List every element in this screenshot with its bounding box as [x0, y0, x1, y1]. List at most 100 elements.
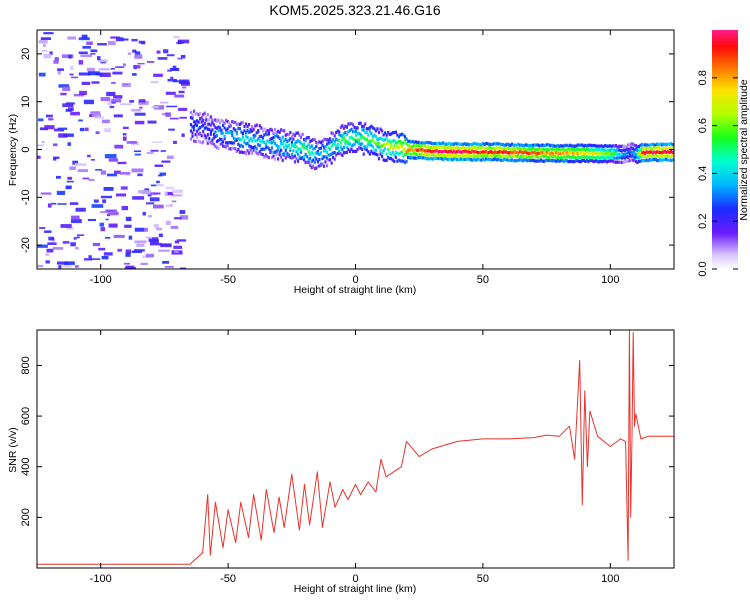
heatmap-cell-ridge	[388, 151, 391, 155]
heatmap-cell-ridge	[315, 157, 318, 161]
heatmap-cell-ridge	[241, 150, 245, 155]
heatmap-cell-ridge	[298, 133, 301, 137]
heatmap-cell-noise	[100, 211, 112, 214]
heatmap-cell-ridge	[617, 156, 621, 160]
heatmap-cell-noise	[72, 160, 79, 165]
heatmap-cell-ridge	[512, 147, 515, 151]
heatmap-cell-ridge	[391, 139, 394, 143]
snr-series-line	[37, 330, 674, 565]
heatmap-cell-ridge	[371, 151, 375, 155]
heatmap-cell-ridge	[640, 151, 644, 155]
heatmap-cell-ridge	[263, 133, 266, 137]
heatmap-cell-ridge	[231, 130, 234, 134]
heatmap-cell-ridge	[232, 120, 235, 124]
heatmap-cell-ridge	[362, 152, 365, 156]
heatmap-cell-ridge	[385, 142, 388, 146]
heatmap-cell-ridge	[261, 153, 264, 157]
heatmap-cell-ridge	[348, 129, 352, 133]
heatmap-cell-ridge	[358, 142, 361, 146]
heatmap-cell-noise	[70, 111, 80, 116]
heatmap-cell-ridge	[359, 135, 362, 139]
heatmap-cell-ridge	[309, 163, 312, 167]
heatmap-cell-ridge	[329, 153, 332, 157]
x-tick-label: 0	[352, 274, 358, 286]
heatmap-cell-ridge	[266, 145, 269, 149]
heatmap-cell-ridge	[570, 159, 573, 163]
heatmap-cell-noise	[99, 72, 111, 77]
x-tick-label: -50	[220, 274, 236, 286]
heatmap-cell-ridge	[627, 159, 630, 163]
heatmap-cell-ridge	[497, 142, 500, 146]
heatmap-cell-ridge	[590, 158, 593, 163]
heatmap-cell-ridge	[452, 157, 456, 161]
heatmap-cell-ridge	[426, 149, 430, 153]
heatmap-cell-ridge	[420, 152, 423, 156]
heatmap-cell-ridge	[440, 153, 443, 157]
heatmap-cell-ridge	[429, 149, 433, 153]
heatmap-cell-ridge	[249, 137, 252, 141]
heatmap-cell-ridge	[591, 148, 595, 152]
heatmap-cell-ridge	[420, 156, 423, 160]
heatmap-cell-ridge	[348, 149, 352, 154]
heatmap-cell-ridge	[437, 141, 440, 145]
heatmap-cell-ridge	[376, 127, 379, 131]
heatmap-cell-ridge	[220, 131, 223, 135]
heatmap-cell-ridge	[536, 147, 540, 152]
heatmap-cell-ridge	[657, 143, 660, 147]
heatmap-cell-ridge	[353, 130, 356, 134]
heatmap-cell-ridge	[654, 143, 657, 147]
heatmap-cell-noise	[104, 154, 117, 159]
heatmap-cell-ridge	[371, 145, 375, 149]
heatmap-cell-ridge	[231, 141, 234, 145]
heatmap-cell-ridge	[199, 131, 202, 135]
heatmap-cell-ridge	[486, 150, 489, 155]
heatmap-cell-ridge	[414, 140, 417, 144]
heatmap-cell-ridge	[477, 150, 480, 155]
heatmap-cell-ridge	[605, 144, 608, 148]
heatmap-cell-ridge	[390, 140, 393, 145]
heatmap-cell-ridge	[578, 159, 581, 164]
heatmap-cell-ridge	[339, 152, 342, 156]
heatmap-cell-ridge	[209, 141, 212, 145]
heatmap-cell-ridge	[549, 152, 552, 156]
heatmap-cell-ridge	[426, 157, 430, 161]
heatmap-cell-noise	[120, 186, 128, 190]
heatmap-cell-noise	[109, 105, 115, 109]
heatmap-cell-noise	[146, 152, 154, 154]
heatmap-cell-ridge	[246, 135, 249, 139]
heatmap-cell-ridge	[498, 142, 501, 146]
heatmap-cell-ridge	[513, 147, 517, 151]
heatmap-cell-ridge	[663, 157, 667, 162]
heatmap-cell-ridge	[406, 155, 410, 160]
heatmap-cell-ridge	[189, 123, 193, 127]
heatmap-cell-ridge	[613, 156, 616, 160]
heatmap-cell-ridge	[359, 121, 362, 125]
heatmap-cell-ridge	[515, 146, 518, 150]
heatmap-cell-ridge	[648, 158, 651, 162]
heatmap-cell-ridge	[261, 139, 264, 143]
heatmap-cell-ridge	[403, 147, 407, 151]
heatmap-cell-noise	[103, 252, 113, 256]
heatmap-cell-ridge	[373, 127, 376, 131]
heatmap-cell-ridge	[472, 141, 475, 146]
heatmap-cell-noise	[172, 65, 177, 71]
heatmap-cell-noise	[159, 172, 167, 176]
heatmap-cell-ridge	[344, 151, 347, 155]
heatmap-cell-ridge	[513, 159, 517, 163]
heatmap-cell-ridge	[358, 139, 361, 143]
heatmap-cell-ridge	[319, 141, 323, 145]
heatmap-cell-ridge	[295, 145, 298, 149]
heatmap-cell-ridge	[281, 152, 284, 156]
heatmap-cell-ridge	[663, 147, 667, 151]
heatmap-cell-ridge	[501, 147, 504, 151]
heatmap-cell-ridge	[616, 156, 619, 160]
heatmap-cell-noise	[57, 127, 68, 130]
heatmap-cell-ridge	[593, 151, 596, 155]
heatmap-cell-ridge	[206, 112, 209, 117]
heatmap-cell-ridge	[278, 130, 281, 135]
heatmap-cell-ridge	[270, 141, 274, 145]
heatmap-cell-ridge	[596, 147, 599, 152]
heatmap-cell-ridge	[454, 141, 457, 146]
heatmap-cell-ridge	[405, 152, 408, 157]
